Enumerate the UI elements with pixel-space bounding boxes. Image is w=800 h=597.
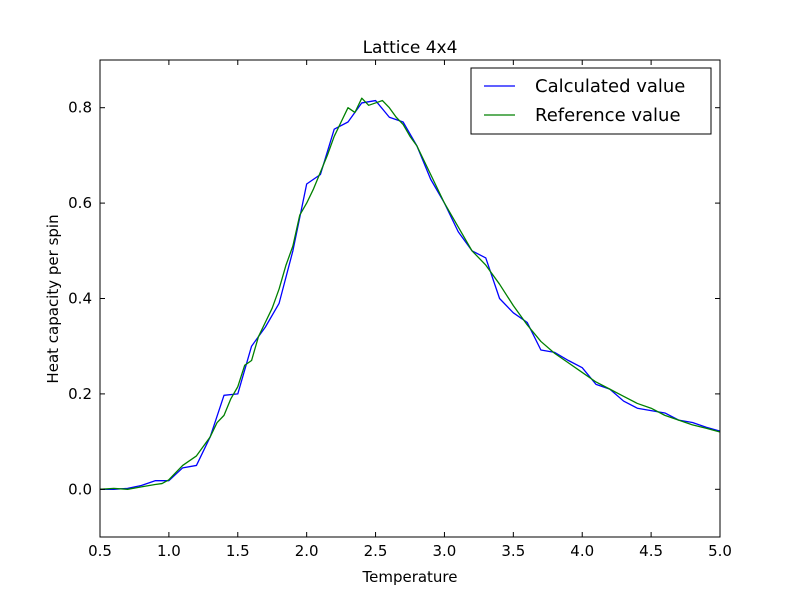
y-tick-label: 0.4 [68, 290, 92, 308]
chart-title: Lattice 4x4 [363, 38, 458, 58]
legend: Calculated value Reference value [470, 67, 712, 135]
x-tick-label: 1.0 [157, 542, 181, 560]
series-line-1 [100, 99, 721, 490]
x-tick-label: 5.0 [708, 542, 732, 560]
series-line-2 [99, 97, 721, 490]
x-tick-label: 3.5 [501, 542, 525, 560]
plot-frame [99, 59, 721, 538]
y-tick-label: 0.6 [68, 194, 92, 212]
y-tick-label: 0.0 [68, 480, 92, 498]
x-tick-label: 4.5 [639, 542, 663, 560]
y-tick-label: 0.8 [68, 99, 92, 117]
x-tick-label: 3.0 [433, 542, 457, 560]
x-tick-label: 2.0 [295, 542, 319, 560]
y-tick-label: 0.2 [68, 385, 92, 403]
legend-frame [470, 67, 712, 135]
legend-label-1: Calculated value [535, 76, 685, 97]
x-tick-label: 4.0 [570, 542, 594, 560]
x-tick-label: 1.5 [226, 542, 250, 560]
x-tick-label: 2.5 [364, 542, 388, 560]
x-axis-label: Temperature [361, 568, 457, 586]
legend-label-2: Reference value [535, 105, 681, 126]
y-axis-label: Heat capacity per spin [44, 214, 62, 383]
x-tick-label: 0.5 [88, 542, 112, 560]
